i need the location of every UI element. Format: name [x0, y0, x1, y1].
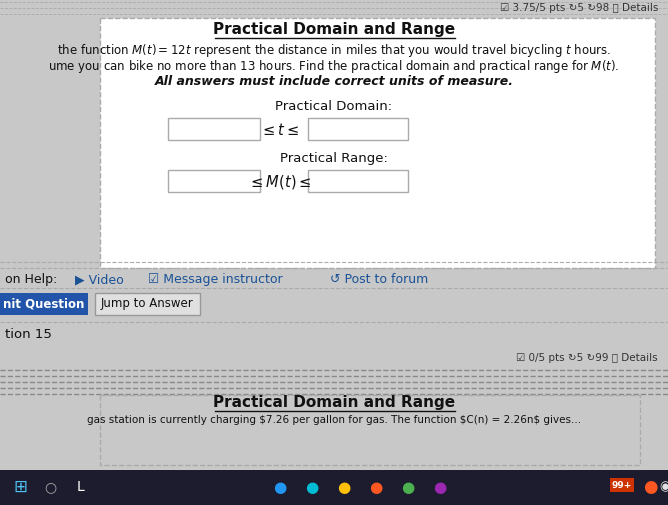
Text: Practical Domain and Range: Practical Domain and Range	[213, 22, 455, 37]
Text: ◉: ◉	[659, 480, 668, 493]
Text: ●: ●	[434, 480, 447, 494]
Text: gas station is currently charging $7.26 per gallon for gas. The function $C(n) =: gas station is currently charging $7.26 …	[87, 415, 581, 425]
Bar	[610, 478, 634, 492]
Bar	[168, 170, 260, 192]
Bar	[168, 118, 260, 140]
Text: the function $M(t) = 12t$ represent the distance in miles that you would travel : the function $M(t) = 12t$ represent the …	[57, 42, 611, 59]
Text: Practical Domain and Range: Practical Domain and Range	[213, 395, 455, 410]
Text: ●: ●	[401, 480, 415, 494]
Bar	[100, 18, 655, 268]
Text: ●: ●	[369, 480, 383, 494]
Text: ●: ●	[273, 480, 287, 494]
Text: ume you can bike no more than 13 hours. Find the practical domain and practical : ume you can bike no more than 13 hours. …	[48, 58, 620, 75]
Text: $\leq M(t) \leq$: $\leq M(t) \leq$	[248, 173, 312, 191]
Text: nit Question: nit Question	[3, 297, 85, 311]
Bar	[95, 293, 200, 315]
Text: Practical Domain:: Practical Domain:	[275, 100, 393, 113]
Text: ●: ●	[643, 478, 657, 496]
Bar	[100, 395, 640, 465]
Text: All answers must include correct units of measure.: All answers must include correct units o…	[154, 75, 514, 88]
Text: on Help:: on Help:	[5, 273, 57, 286]
Text: ↺ Post to forum: ↺ Post to forum	[330, 273, 428, 286]
Text: ☑ 3.75/5 pts ↻5 ↻98 ⓘ Details: ☑ 3.75/5 pts ↻5 ↻98 ⓘ Details	[500, 3, 658, 13]
Text: ☑ Message instructor: ☑ Message instructor	[148, 273, 283, 286]
Text: ☑ 0/5 pts ↻5 ↻99 ⓘ Details: ☑ 0/5 pts ↻5 ↻99 ⓘ Details	[516, 353, 658, 363]
Bar	[308, 170, 408, 192]
Text: ▶ Video: ▶ Video	[75, 273, 124, 286]
Text: ●: ●	[337, 480, 351, 494]
Text: ○: ○	[44, 480, 56, 494]
Bar	[0, 470, 668, 505]
Text: Practical Range:: Practical Range:	[280, 152, 388, 165]
Text: L: L	[76, 480, 84, 494]
Text: $\leq t \leq$: $\leq t \leq$	[261, 122, 300, 138]
Text: tion 15: tion 15	[5, 328, 52, 341]
Text: Jump to Answer: Jump to Answer	[101, 297, 193, 311]
Bar	[0, 293, 88, 315]
Text: ⊞: ⊞	[13, 478, 27, 496]
Text: 99+: 99+	[612, 480, 632, 489]
Bar	[308, 118, 408, 140]
Text: ●: ●	[305, 480, 319, 494]
